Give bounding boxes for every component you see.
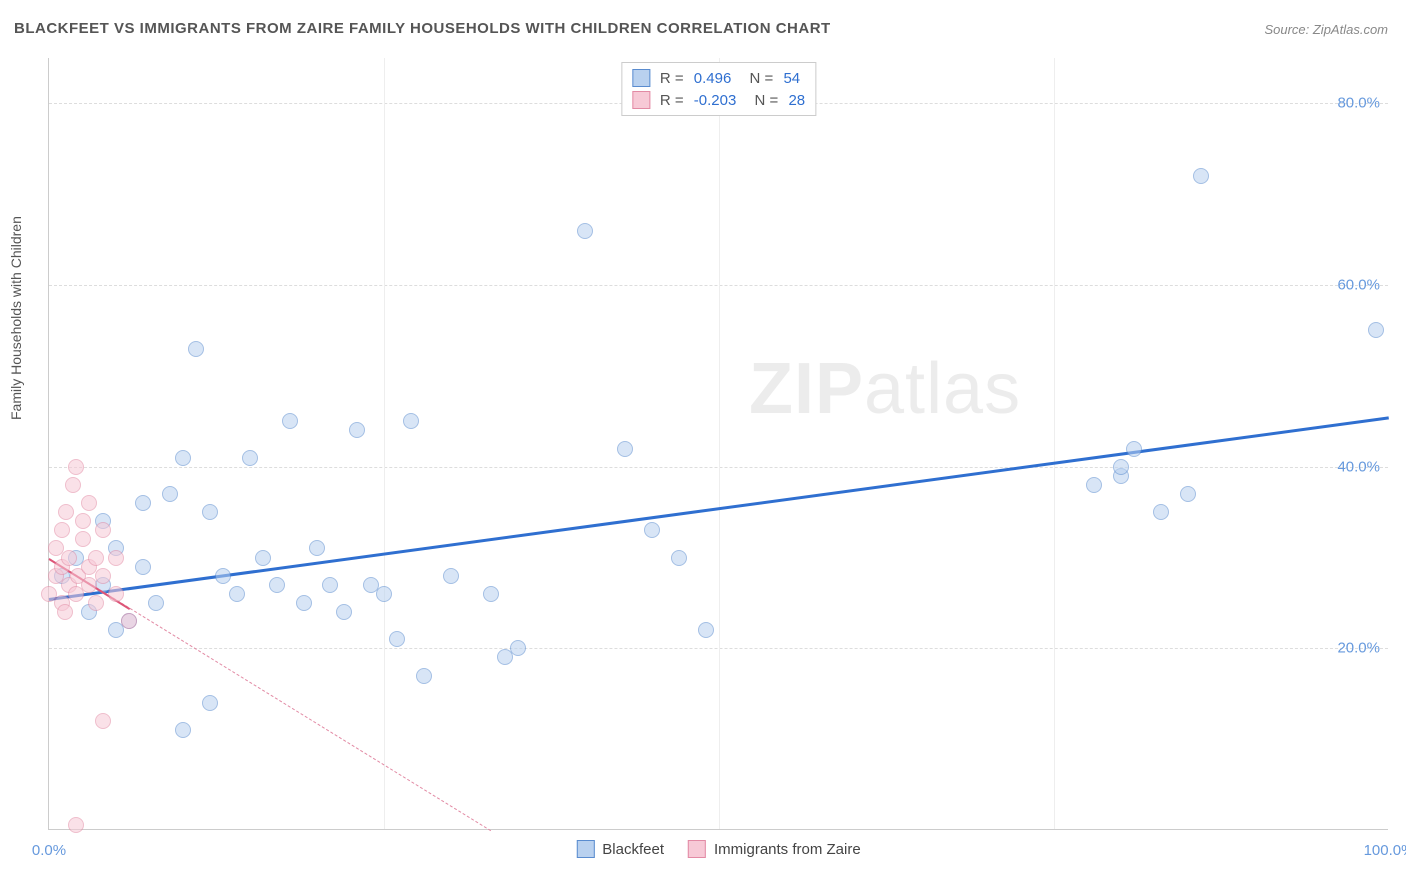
- data-point: [68, 817, 84, 833]
- data-point: [336, 604, 352, 620]
- source-label: Source: ZipAtlas.com: [1264, 22, 1388, 37]
- data-point: [108, 550, 124, 566]
- data-point: [81, 495, 97, 511]
- data-point: [309, 540, 325, 556]
- y-tick-label: 20.0%: [1337, 640, 1380, 657]
- data-point: [671, 550, 687, 566]
- x-tick-label: 100.0%: [1364, 842, 1406, 859]
- gridline-vertical: [1054, 58, 1055, 829]
- data-point: [1153, 504, 1169, 520]
- data-point: [121, 613, 137, 629]
- data-point: [65, 477, 81, 493]
- data-point: [644, 522, 660, 538]
- data-point: [1086, 477, 1102, 493]
- data-point: [108, 586, 124, 602]
- data-point: [175, 722, 191, 738]
- data-point: [1368, 322, 1384, 338]
- data-point: [349, 422, 365, 438]
- data-point: [229, 586, 245, 602]
- data-point: [61, 550, 77, 566]
- data-point: [296, 595, 312, 611]
- data-point: [88, 550, 104, 566]
- y-axis-label: Family Households with Children: [8, 216, 24, 420]
- data-point: [95, 522, 111, 538]
- series-legend: Blackfeet Immigrants from Zaire: [576, 840, 860, 858]
- legend-text: R = -0.203 N = 28: [660, 92, 805, 109]
- data-point: [1113, 459, 1129, 475]
- legend-label: Immigrants from Zaire: [714, 841, 861, 858]
- data-point: [95, 568, 111, 584]
- correlation-legend: R = 0.496 N = 54 R = -0.203 N = 28: [621, 62, 816, 116]
- scatter-plot: ZIPatlas 20.0%40.0%60.0%80.0%0.0%100.0%R…: [48, 58, 1388, 830]
- legend-swatch: [688, 840, 706, 858]
- data-point: [75, 531, 91, 547]
- data-point: [443, 568, 459, 584]
- data-point: [698, 622, 714, 638]
- data-point: [88, 595, 104, 611]
- legend-swatch: [632, 69, 650, 87]
- legend-row: R = 0.496 N = 54: [632, 67, 805, 89]
- data-point: [188, 341, 204, 357]
- y-tick-label: 60.0%: [1337, 277, 1380, 294]
- data-point: [1193, 168, 1209, 184]
- data-point: [617, 441, 633, 457]
- data-point: [269, 577, 285, 593]
- data-point: [75, 513, 91, 529]
- data-point: [135, 559, 151, 575]
- data-point: [510, 640, 526, 656]
- data-point: [202, 695, 218, 711]
- watermark: ZIPatlas: [749, 348, 1021, 430]
- x-tick-label: 0.0%: [32, 842, 66, 859]
- data-point: [58, 504, 74, 520]
- legend-row: R = -0.203 N = 28: [632, 89, 805, 111]
- data-point: [1180, 486, 1196, 502]
- legend-label: Blackfeet: [602, 841, 664, 858]
- data-point: [215, 568, 231, 584]
- data-point: [577, 223, 593, 239]
- legend-item: Blackfeet: [576, 840, 664, 858]
- y-tick-label: 80.0%: [1337, 95, 1380, 112]
- data-point: [135, 495, 151, 511]
- data-point: [376, 586, 392, 602]
- legend-item: Immigrants from Zaire: [688, 840, 861, 858]
- data-point: [255, 550, 271, 566]
- data-point: [322, 577, 338, 593]
- gridline-vertical: [719, 58, 720, 829]
- data-point: [389, 631, 405, 647]
- data-point: [162, 486, 178, 502]
- data-point: [202, 504, 218, 520]
- data-point: [68, 459, 84, 475]
- legend-text: R = 0.496 N = 54: [660, 70, 800, 87]
- data-point: [148, 595, 164, 611]
- legend-swatch: [632, 91, 650, 109]
- legend-swatch: [576, 840, 594, 858]
- data-point: [403, 413, 419, 429]
- data-point: [242, 450, 258, 466]
- gridline-vertical: [384, 58, 385, 829]
- data-point: [95, 713, 111, 729]
- data-point: [1126, 441, 1142, 457]
- data-point: [282, 413, 298, 429]
- data-point: [416, 668, 432, 684]
- y-tick-label: 40.0%: [1337, 458, 1380, 475]
- chart-title: BLACKFEET VS IMMIGRANTS FROM ZAIRE FAMIL…: [14, 20, 831, 37]
- data-point: [54, 522, 70, 538]
- data-point: [175, 450, 191, 466]
- data-point: [483, 586, 499, 602]
- data-point: [57, 604, 73, 620]
